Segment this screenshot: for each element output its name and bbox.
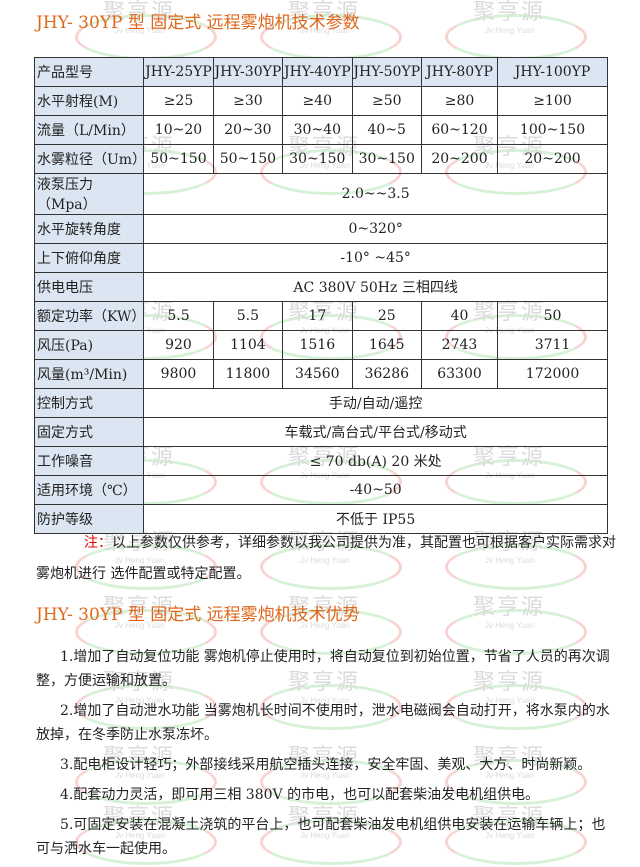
advantage-item: 2.增加了自动泄水功能 当雾炮机长时间不使用时，泄水电磁阀会自动打开，将水泵内的… [36,703,610,743]
row-label: 流量（L/Min） [33,115,145,145]
table-row: 适用环境（℃） -40~50 [33,475,608,505]
row-value: 50~150 [212,144,284,174]
row-label: 控制方式 [33,388,145,418]
row-value: -10° ~45° [143,243,608,273]
advantage-item: 3.配电柜设计轻巧；外部接线采用航空插头连接，安全牢固、美观、大方、时尚新颖。 [60,757,592,773]
advantages-title: JHY- 30YP 型 固定式 远程雾炮机技术优势 [36,605,360,625]
row-value: 50~150 [143,144,214,174]
row-value: 34560 [282,359,353,389]
row-value: 2743 [420,330,499,360]
row-value: 5.5 [212,301,284,331]
model-header-cell: JHY-30YP [212,57,284,87]
table-row: 水雾粒径（Um） 50~150 50~150 30~150 30~150 20~200 20… [33,144,608,174]
table-row: 液泵压力（Mpa） 2.0~~3.5 [33,173,608,215]
row-value: 30~40 [282,115,353,145]
row-label: 工作噪音 [33,446,145,476]
note-text: 以上参数仅供参考，详细参数以我公司提供为准，其配置也可根据客户实际需求对雾炮机进… [36,535,616,582]
row-label: 供电电压 [33,272,145,302]
row-value: ≥80 [420,86,499,116]
row-value: 10~20 [143,115,214,145]
row-value: 5.5 [143,301,214,331]
row-label: 固定方式 [33,417,145,447]
table-row: 额定功率（KW） 5.5 5.5 17 25 40 50 [33,301,608,331]
model-header-cell: JHY-25YP [143,57,214,87]
row-value: 50 [497,301,608,331]
row-value: 63300 [420,359,499,389]
table-row: 风量(m³/Min) 9800 11800 34560 36286 63300 172000 [33,359,608,389]
note-label: 注： [84,535,112,551]
row-value: 1516 [282,330,353,360]
row-label: 风量(m³/Min) [33,359,145,389]
row-label: 上下俯仰角度 [33,243,145,273]
table-row: 防护等级 不低于 IP55 [33,504,608,534]
row-value: 30~150 [351,144,422,174]
table-row: 风压(Pa) 920 1104 1516 1645 2743 3711 [33,330,608,360]
row-label: 风压(Pa) [33,330,145,360]
row-value: 车载式/高台式/平台式/移动式 [143,417,608,447]
row-value: ≥25 [143,86,214,116]
row-value: 17 [282,301,353,331]
table-row: 固定方式 车载式/高台式/平台式/移动式 [33,417,608,447]
row-value: 20~200 [497,144,608,174]
row-label: 液泵压力（Mpa） [33,173,145,215]
row-value: 20~30 [212,115,284,145]
row-value: ≥40 [282,86,353,116]
row-value: 172000 [497,359,608,389]
row-label: 额定功率（KW） [33,301,145,331]
row-value: 2.0~~3.5 [143,173,608,215]
row-value: -40~50 [143,475,608,505]
row-value: 20~200 [420,144,499,174]
model-header-cell: JHY-100YP [497,57,608,87]
row-value: AC 380V 50Hz 三相四线 [143,272,608,302]
table-row: 流量（L/Min） 10~20 20~30 30~40 40~5 60~120 100~15… [33,115,608,145]
table-row: 水平旋转角度 0~320° [33,214,608,244]
spec-title: JHY- 30YP 型 固定式 远程雾炮机技术参数 [36,13,360,33]
row-value: 60~120 [420,115,499,145]
row-value: 40 [420,301,499,331]
row-value: 30~150 [282,144,353,174]
row-value: 920 [143,330,214,360]
row-value: ≥30 [212,86,284,116]
row-value: 手动/自动/遥控 [143,388,608,418]
row-value: 40~5 [351,115,422,145]
table-row: 工作噪音 ≤ 70 db(A) 20 米处 [33,446,608,476]
row-value: 36286 [351,359,422,389]
note: 注：以上参数仅供参考，详细参数以我公司提供为准，其配置也可根据客户实际需求对雾炮… [36,528,616,590]
row-label: 适用环境（℃） [33,475,145,505]
row-label: 防护等级 [33,504,145,534]
row-value: 25 [351,301,422,331]
table-row: 上下俯仰角度 -10° ~45° [33,243,608,273]
table-row: 控制方式 手动/自动/遥控 [33,388,608,418]
row-value: ≤ 70 db(A) 20 米处 [143,446,608,476]
row-value: 1104 [212,330,284,360]
table-header-row: 产品型号 JHY-25YP JHY-30YP JHY-40YP JHY-50YP JHY-… [33,57,608,87]
model-header-cell: JHY-50YP [351,57,422,87]
row-label: 水雾粒径（Um） [33,144,146,174]
row-value: 0~320° [143,214,608,244]
row-value: 3711 [497,330,608,360]
advantage-item: 4.配套动力灵活，即可用三相 380V 的市电，也可以配套柴油发电机组供电。 [60,787,540,803]
model-header-cell: JHY-40YP [282,57,353,87]
spec-table: 产品型号 JHY-25YP JHY-30YP JHY-40YP JHY-50YP JHY-… [33,57,608,534]
row-value: 11800 [212,359,284,389]
row-value: 1645 [351,330,422,360]
row-value: 不低于 IP55 [143,504,608,534]
row-label: 水平旋转角度 [33,214,145,244]
table-row: 水平射程(M) ≥25 ≥30 ≥40 ≥50 ≥80 ≥100 [33,86,608,116]
row-value: 100~150 [497,115,608,145]
row-value: 9800 [143,359,214,389]
table-row: 供电电压 AC 380V 50Hz 三相四线 [33,272,608,302]
model-header-cell: JHY-80YP [420,57,499,87]
row-label: 水平射程(M) [33,86,145,116]
advantage-item: 5.可固定安装在混凝土浇筑的平台上，也可配套柴油发电机组供电安装在运输车辆上；也… [36,817,606,857]
row-value: ≥100 [497,86,608,116]
header-label-cell: 产品型号 [33,57,145,87]
advantages-list: 1.增加了自动复位功能 雾炮机停止使用时，将自动复位到初始位置，节省了人员的再次… [36,645,616,867]
advantage-item: 1.增加了自动复位功能 雾炮机停止使用时，将自动复位到初始位置，节省了人员的再次… [36,649,610,689]
row-value: ≥50 [351,86,422,116]
